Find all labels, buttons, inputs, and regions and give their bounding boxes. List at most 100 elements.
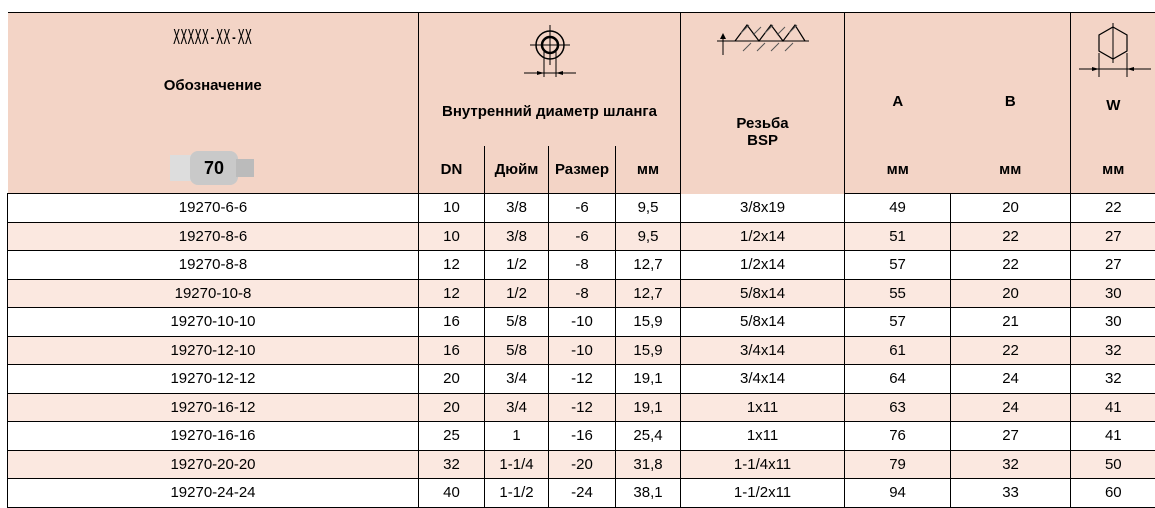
table-cell: 32 bbox=[1071, 365, 1155, 394]
table-cell: 1x11 bbox=[681, 422, 845, 451]
table-cell: 19270-12-10 bbox=[8, 336, 419, 365]
table-cell: 22 bbox=[1071, 194, 1155, 223]
a-title: A bbox=[845, 93, 951, 110]
table-cell: 60 bbox=[1071, 479, 1155, 508]
table-cell: 63 bbox=[845, 393, 951, 422]
sub-head: мм bbox=[951, 146, 1071, 194]
badge-text: 70 bbox=[204, 158, 224, 178]
table-cell: 27 bbox=[1071, 222, 1155, 251]
table-cell: 19,1 bbox=[616, 393, 681, 422]
table-cell: 57 bbox=[845, 308, 951, 337]
table-cell: 55 bbox=[845, 279, 951, 308]
table-cell: 51 bbox=[845, 222, 951, 251]
table-cell: 19270-16-12 bbox=[8, 393, 419, 422]
table-cell: 32 bbox=[1071, 336, 1155, 365]
hex-icon bbox=[1073, 19, 1153, 79]
table-cell: 1-1/2 bbox=[485, 479, 549, 508]
table-cell: -6 bbox=[549, 194, 616, 223]
table-cell: 25 bbox=[419, 422, 485, 451]
a-head: A bbox=[845, 13, 951, 147]
table-cell: 32 bbox=[951, 450, 1071, 479]
table-cell: -20 bbox=[549, 450, 616, 479]
table-cell: 38,1 bbox=[616, 479, 681, 508]
table-cell: 3/4 bbox=[485, 365, 549, 394]
table-cell: 64 bbox=[845, 365, 951, 394]
table-cell: 10 bbox=[419, 194, 485, 223]
table-cell: 57 bbox=[845, 251, 951, 280]
table-cell: 1/2x14 bbox=[681, 222, 845, 251]
table-cell: 49 bbox=[845, 194, 951, 223]
table-cell: 22 bbox=[951, 336, 1071, 365]
code-pattern: XXXXX-XX-XX bbox=[173, 25, 252, 49]
table-cell: 19270-16-16 bbox=[8, 422, 419, 451]
table-cell: 33 bbox=[951, 479, 1071, 508]
table-cell: 24 bbox=[951, 365, 1071, 394]
designation-title: Обозначение bbox=[8, 77, 419, 94]
table-cell: 19270-8-8 bbox=[8, 251, 419, 280]
table-cell: 1/2 bbox=[485, 251, 549, 280]
table-cell: 9,5 bbox=[616, 222, 681, 251]
table-cell: -24 bbox=[549, 479, 616, 508]
table-cell: 19270-24-24 bbox=[8, 479, 419, 508]
thread-icon bbox=[713, 21, 813, 61]
table-cell: 20 bbox=[419, 365, 485, 394]
table-cell: 31,8 bbox=[616, 450, 681, 479]
w-head: W bbox=[1071, 13, 1155, 147]
table-cell: 15,9 bbox=[616, 308, 681, 337]
table-cell: 1 bbox=[485, 422, 549, 451]
table-cell: 79 bbox=[845, 450, 951, 479]
table-cell: 19,1 bbox=[616, 365, 681, 394]
table-cell: 3/4x14 bbox=[681, 336, 845, 365]
sub-head: мм bbox=[1071, 146, 1155, 194]
fitting-badge: 70 bbox=[168, 149, 258, 187]
table-cell: 3/8 bbox=[485, 222, 549, 251]
table-cell: 5/8 bbox=[485, 336, 549, 365]
table-cell: -6 bbox=[549, 222, 616, 251]
table-cell: 30 bbox=[1071, 279, 1155, 308]
table-cell: 94 bbox=[845, 479, 951, 508]
table-cell: 19270-8-6 bbox=[8, 222, 419, 251]
w-title: W bbox=[1071, 97, 1155, 114]
diameter-icon bbox=[510, 21, 590, 83]
table-cell: 5/8x14 bbox=[681, 279, 845, 308]
table-cell: -10 bbox=[549, 336, 616, 365]
table-cell: 3/8x19 bbox=[681, 194, 845, 223]
table-cell: 20 bbox=[419, 393, 485, 422]
fitting-icon: 70 bbox=[168, 149, 258, 187]
table-cell: 19270-6-6 bbox=[8, 194, 419, 223]
table-cell: 19270-10-10 bbox=[8, 308, 419, 337]
sub-head: DN bbox=[419, 146, 485, 194]
table-cell: 12 bbox=[419, 251, 485, 280]
table-cell: -8 bbox=[549, 279, 616, 308]
sub-head: Дюйм bbox=[485, 146, 549, 194]
thread-head: Резьба BSP bbox=[681, 13, 845, 194]
diameter-head: Внутренний диаметр шланга bbox=[419, 13, 681, 147]
table-cell: 15,9 bbox=[616, 336, 681, 365]
spec-table: XXXXX-XX-XX Обозначение Внутренний диаме… bbox=[7, 12, 1155, 508]
table-cell: 50 bbox=[1071, 450, 1155, 479]
table-cell: 41 bbox=[1071, 422, 1155, 451]
badge-cell: 70 bbox=[8, 146, 419, 194]
table-cell: 1-1/4x11 bbox=[681, 450, 845, 479]
table-cell: 5/8 bbox=[485, 308, 549, 337]
sub-head: мм bbox=[845, 146, 951, 194]
table-cell: 20 bbox=[951, 194, 1071, 223]
table-cell: 24 bbox=[951, 393, 1071, 422]
table-cell: 19270-12-12 bbox=[8, 365, 419, 394]
table-cell: 16 bbox=[419, 336, 485, 365]
table-cell: 19270-20-20 bbox=[8, 450, 419, 479]
table-cell: 16 bbox=[419, 308, 485, 337]
table-cell: 27 bbox=[1071, 251, 1155, 280]
table-cell: 1/2 bbox=[485, 279, 549, 308]
table-cell: 41 bbox=[1071, 393, 1155, 422]
table-cell: 27 bbox=[951, 422, 1071, 451]
thread-title: Резьба BSP bbox=[733, 115, 793, 149]
